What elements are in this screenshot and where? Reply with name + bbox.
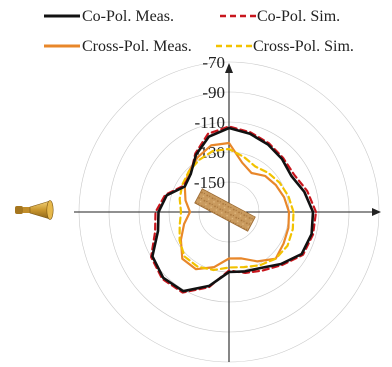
legend: Co-Pol. Meas. Co-Pol. Sim. Cross-Pol. Me…	[44, 8, 354, 55]
horn-antenna-icon	[15, 201, 53, 220]
radial-tick-label-0: -70	[202, 53, 225, 72]
legend-item-co-pol-sim: Co-Pol. Sim.	[220, 8, 340, 25]
legend-label-cross-pol-sim: Cross-Pol. Sim.	[253, 38, 354, 55]
radial-tick-label-1: -90	[202, 83, 225, 102]
legend-label-cross-pol-meas: Cross-Pol. Meas.	[82, 38, 192, 55]
legend-item-cross-pol-meas: Cross-Pol. Meas.	[44, 38, 192, 55]
radial-tick-labels: -70-90-110-130-150	[194, 53, 225, 192]
legend-label-co-pol-meas: Co-Pol. Meas.	[82, 8, 174, 25]
legend-item-cross-pol-sim: Cross-Pol. Sim.	[216, 38, 354, 55]
radial-tick-label-4: -150	[194, 173, 225, 192]
legend-item-co-pol-meas: Co-Pol. Meas.	[44, 8, 174, 25]
vertical-axis-arrow	[225, 63, 233, 73]
legend-label-co-pol-sim: Co-Pol. Sim.	[257, 8, 340, 25]
sample-board-icon	[195, 189, 255, 231]
horizontal-axis-arrow	[372, 208, 381, 216]
